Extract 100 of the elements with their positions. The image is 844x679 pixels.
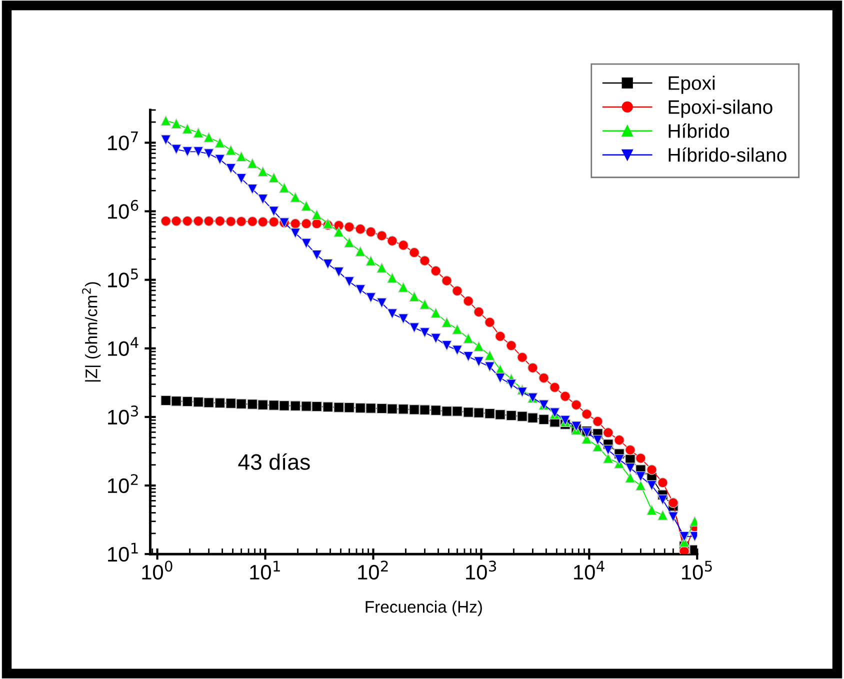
point bbox=[442, 317, 452, 328]
point bbox=[204, 132, 214, 142]
point bbox=[355, 246, 366, 257]
point bbox=[409, 322, 420, 333]
point bbox=[463, 407, 474, 418]
point bbox=[376, 403, 387, 414]
point bbox=[344, 276, 354, 287]
point bbox=[204, 397, 214, 408]
point bbox=[528, 412, 538, 424]
point bbox=[387, 236, 398, 246]
point bbox=[366, 403, 376, 414]
point bbox=[625, 472, 636, 483]
point bbox=[592, 434, 603, 446]
point bbox=[334, 402, 344, 413]
point bbox=[452, 406, 462, 416]
legend-label: Híbrido bbox=[668, 123, 730, 138]
point bbox=[614, 454, 624, 465]
point bbox=[625, 462, 636, 474]
point bbox=[409, 291, 420, 302]
point bbox=[517, 386, 528, 398]
point bbox=[236, 151, 247, 162]
point bbox=[517, 352, 528, 363]
point bbox=[312, 401, 322, 412]
point bbox=[182, 396, 193, 407]
point bbox=[214, 216, 226, 226]
point bbox=[376, 298, 387, 308]
point bbox=[420, 256, 430, 266]
point bbox=[301, 218, 312, 229]
point bbox=[193, 396, 204, 408]
point bbox=[344, 237, 354, 248]
point bbox=[160, 115, 172, 126]
point bbox=[517, 411, 528, 422]
point bbox=[474, 408, 484, 418]
point bbox=[279, 400, 290, 411]
point bbox=[592, 416, 603, 427]
point bbox=[344, 402, 354, 413]
point bbox=[366, 226, 376, 238]
point bbox=[226, 398, 236, 409]
point bbox=[312, 210, 322, 220]
point bbox=[355, 284, 366, 295]
point bbox=[571, 421, 582, 432]
point bbox=[214, 154, 226, 165]
point bbox=[430, 308, 442, 318]
point bbox=[582, 408, 592, 420]
y-tick-label: 10$^{6}$ bbox=[108, 200, 138, 219]
point bbox=[463, 333, 474, 344]
point bbox=[214, 398, 226, 408]
point bbox=[258, 166, 268, 177]
point bbox=[355, 402, 366, 414]
point bbox=[409, 247, 420, 258]
point bbox=[247, 399, 258, 410]
point bbox=[247, 158, 258, 169]
point bbox=[506, 410, 517, 421]
point bbox=[430, 333, 442, 344]
point bbox=[182, 124, 193, 134]
point bbox=[193, 127, 204, 138]
point bbox=[334, 226, 344, 238]
point bbox=[420, 299, 430, 310]
y-axis-title: |Z| (ohm/cm$^{2}$) bbox=[82, 282, 101, 382]
point bbox=[571, 400, 582, 410]
point bbox=[668, 498, 678, 508]
point bbox=[258, 194, 268, 204]
point bbox=[442, 276, 452, 286]
point bbox=[226, 163, 236, 174]
point bbox=[646, 464, 657, 475]
point bbox=[658, 510, 668, 520]
point bbox=[193, 216, 204, 226]
x-tick-label: 10$^{4}$ bbox=[574, 560, 604, 580]
x-tick-label: 10$^{5}$ bbox=[682, 560, 712, 580]
point bbox=[602, 453, 614, 464]
point bbox=[268, 206, 280, 216]
point bbox=[635, 453, 646, 464]
point bbox=[463, 351, 474, 362]
point bbox=[560, 391, 570, 402]
point bbox=[182, 146, 193, 157]
point bbox=[506, 340, 517, 351]
point bbox=[387, 308, 398, 319]
point bbox=[290, 218, 301, 229]
point bbox=[301, 401, 312, 412]
point bbox=[247, 216, 258, 227]
point bbox=[301, 238, 312, 249]
point bbox=[474, 341, 484, 352]
legend-label: Epoxi-silano bbox=[668, 100, 772, 118]
point bbox=[538, 414, 550, 425]
point bbox=[322, 258, 334, 270]
point bbox=[279, 182, 290, 194]
point bbox=[442, 340, 452, 351]
point bbox=[387, 272, 398, 284]
point bbox=[463, 296, 474, 306]
point bbox=[226, 216, 236, 227]
point bbox=[171, 396, 182, 406]
point bbox=[334, 266, 344, 278]
point bbox=[344, 222, 354, 232]
point bbox=[398, 282, 409, 292]
point bbox=[602, 444, 614, 456]
point bbox=[376, 262, 387, 273]
point bbox=[646, 504, 657, 516]
point bbox=[452, 324, 462, 334]
point bbox=[268, 400, 280, 410]
point bbox=[193, 146, 204, 157]
